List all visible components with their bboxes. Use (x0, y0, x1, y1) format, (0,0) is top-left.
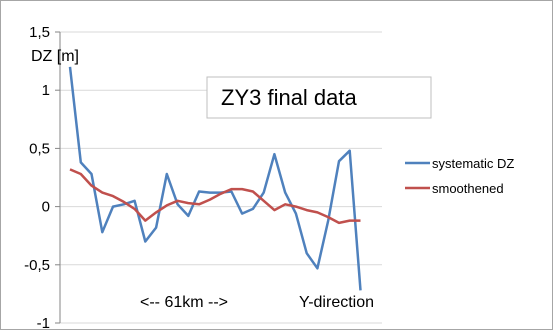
direction-annotation: Y-direction (299, 294, 374, 311)
distance-annotation: <-- 61km --> (140, 294, 228, 311)
y-axis-label: DZ [m] (31, 48, 79, 65)
chart-title: ZY3 final data (221, 85, 358, 110)
y-tick-label: 1,5 (29, 24, 50, 41)
series-layer (68, 66, 362, 291)
title-box (206, 76, 432, 119)
y-tick-label: 0 (42, 199, 50, 216)
y-tick-label: -0,5 (24, 257, 50, 274)
legend-label-1: smoothened (432, 181, 504, 196)
y-tick-label: 1 (42, 82, 50, 99)
y-tick-label: -1 (37, 315, 50, 330)
legend: systematic DZ smoothened (405, 156, 514, 196)
legend-label-0: systematic DZ (432, 156, 514, 171)
series-line-1 (69, 168, 361, 225)
y-tick-label: 0,5 (29, 140, 50, 157)
ytick-layer: -1 -0,5 0 0,5 1 1,5 (24, 24, 60, 330)
series-line-0 (68, 66, 362, 291)
